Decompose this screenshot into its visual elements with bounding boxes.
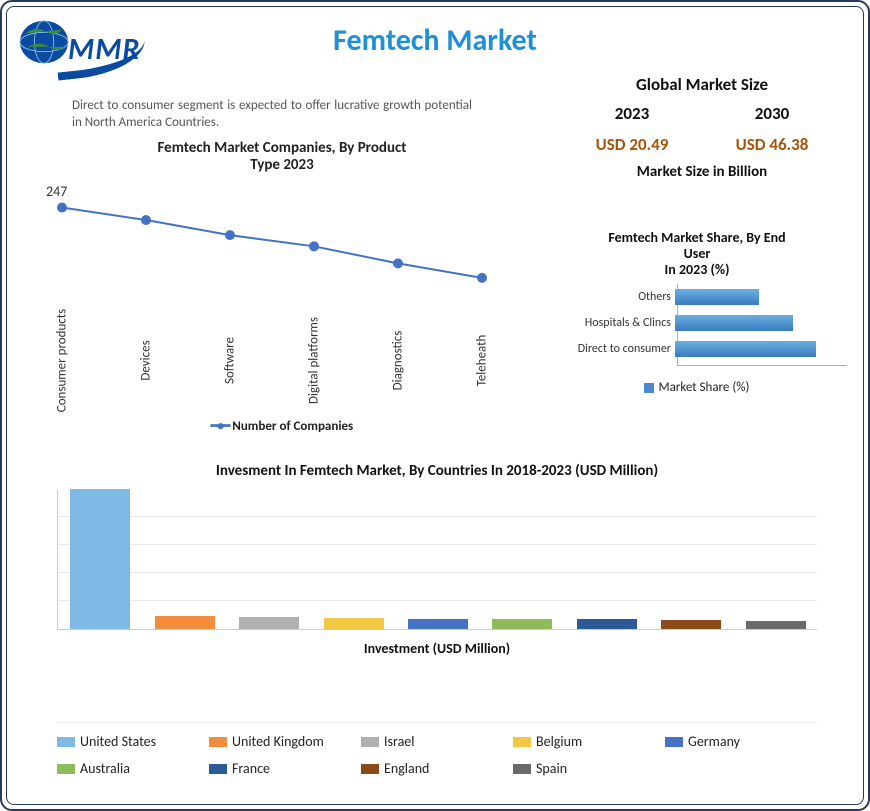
line-chart: Femtech Market Companies, By Product Typ… [32,140,532,420]
market-size-values: USD 20.49 USD 46.38 [562,134,842,155]
grid-line [58,544,817,545]
line-chart-legend: ━●━Number of Companies [32,419,532,434]
hbar-row: Others [547,286,847,308]
legend-item: United Kingdom [209,733,361,750]
investment-bar [155,616,215,629]
hbar-bar [675,289,759,305]
legend-label: Israel [384,733,414,750]
legend-swatch-icon [513,764,531,774]
investment-bar [239,617,299,629]
legend-label: United States [80,733,156,750]
page-title: Femtech Market [2,22,868,59]
legend-item: England [361,760,513,777]
line-chart-svg [32,185,512,305]
investment-bar [746,621,806,629]
investment-bar [70,489,130,629]
legend-item: France [209,760,361,777]
investment-bar [577,619,637,629]
hbar-row: Hospitals & Clincs [547,312,847,334]
tagline: Direct to consumer segment is expected t… [72,98,472,132]
legend-label: Germany [688,733,740,750]
investment-legend: United States United Kingdom Israel Belgium… [57,733,817,777]
legend-swatch-icon [361,764,379,774]
legend-swatch-icon [513,737,531,747]
market-size-block: Global Market Size 2023 2030 USD 20.49 U… [562,74,842,181]
investment-title: Invesment In Femtech Market, By Countrie… [57,462,817,480]
legend-item: United States [57,733,209,750]
year-a: 2023 [615,103,649,124]
legend-separator [57,722,817,723]
market-size-unit: Market Size in Billion [562,163,842,181]
legend-swatch-icon [361,737,379,747]
legend-swatch-icon [209,764,227,774]
year-b: 2030 [755,103,789,124]
line-x-label: Digital platforms [307,305,322,415]
hbar-x-axis [677,365,847,366]
legend-label: Spain [536,760,567,777]
hbar-row: Direct to consumer [547,338,847,360]
line-x-label: Devices [139,305,154,415]
investment-chart: Invesment In Femtech Market, By Countrie… [57,462,817,657]
hbar-chart: Femtech Market Share, By End User In 202… [547,230,847,395]
line-chart-title: Femtech Market Companies, By Product Typ… [32,140,532,175]
hbar-label: Others [547,290,675,304]
grid-line [58,516,817,517]
line-x-label: Teleheath [475,305,490,415]
line-chart-x-labels: Consumer products Devices Software Digital … [32,305,512,415]
investment-bar [408,619,468,630]
legend-label: United Kingdom [232,733,324,750]
legend-label: Australia [80,760,130,777]
market-size-years: 2023 2030 [562,103,842,124]
legend-swatch-icon [209,737,227,747]
investment-xlabel: Investment (USD Million) [57,640,817,657]
legend-swatch-icon [57,737,75,747]
hbar-bar [675,315,793,331]
line-chart-plot: 247 Consumer productsDevicesSoftwareDigi… [32,185,512,305]
legend-label: France [232,760,270,777]
line-x-label: Diagnostics [391,305,406,415]
line-x-label: Consumer products [55,305,70,415]
hbar-bar [675,341,816,357]
value-a: USD 20.49 [596,134,669,155]
market-size-heading: Global Market Size [562,74,842,95]
value-b: USD 46.38 [736,134,809,155]
hbar-plot: Others Hospitals & Clincs Direct to consum… [547,284,847,372]
legend-item: Israel [361,733,513,750]
legend-label: Belgium [536,733,582,750]
hbar-legend: Market Share (%) [547,380,847,395]
legend-item: Germany [665,733,817,750]
legend-label: England [384,760,429,777]
legend-item: Australia [57,760,209,777]
investment-plot [57,490,817,630]
investment-bar [324,618,384,629]
line-x-label: Software [223,305,238,415]
hbar-legend-swatch-icon [644,383,654,393]
legend-item: Spain [513,760,665,777]
grid-line [58,572,817,573]
legend-swatch-icon [665,737,683,747]
legend-swatch-icon [57,764,75,774]
investment-bar [492,619,552,629]
investment-bar [661,620,721,629]
legend-item: Belgium [513,733,665,750]
line-legend-marker-icon: ━●━ [211,419,229,434]
grid-line [58,600,817,601]
hbar-title: Femtech Market Share, By End User In 202… [547,230,847,278]
hbar-label: Hospitals & Clincs [547,316,675,330]
hbar-label: Direct to consumer [547,342,675,356]
